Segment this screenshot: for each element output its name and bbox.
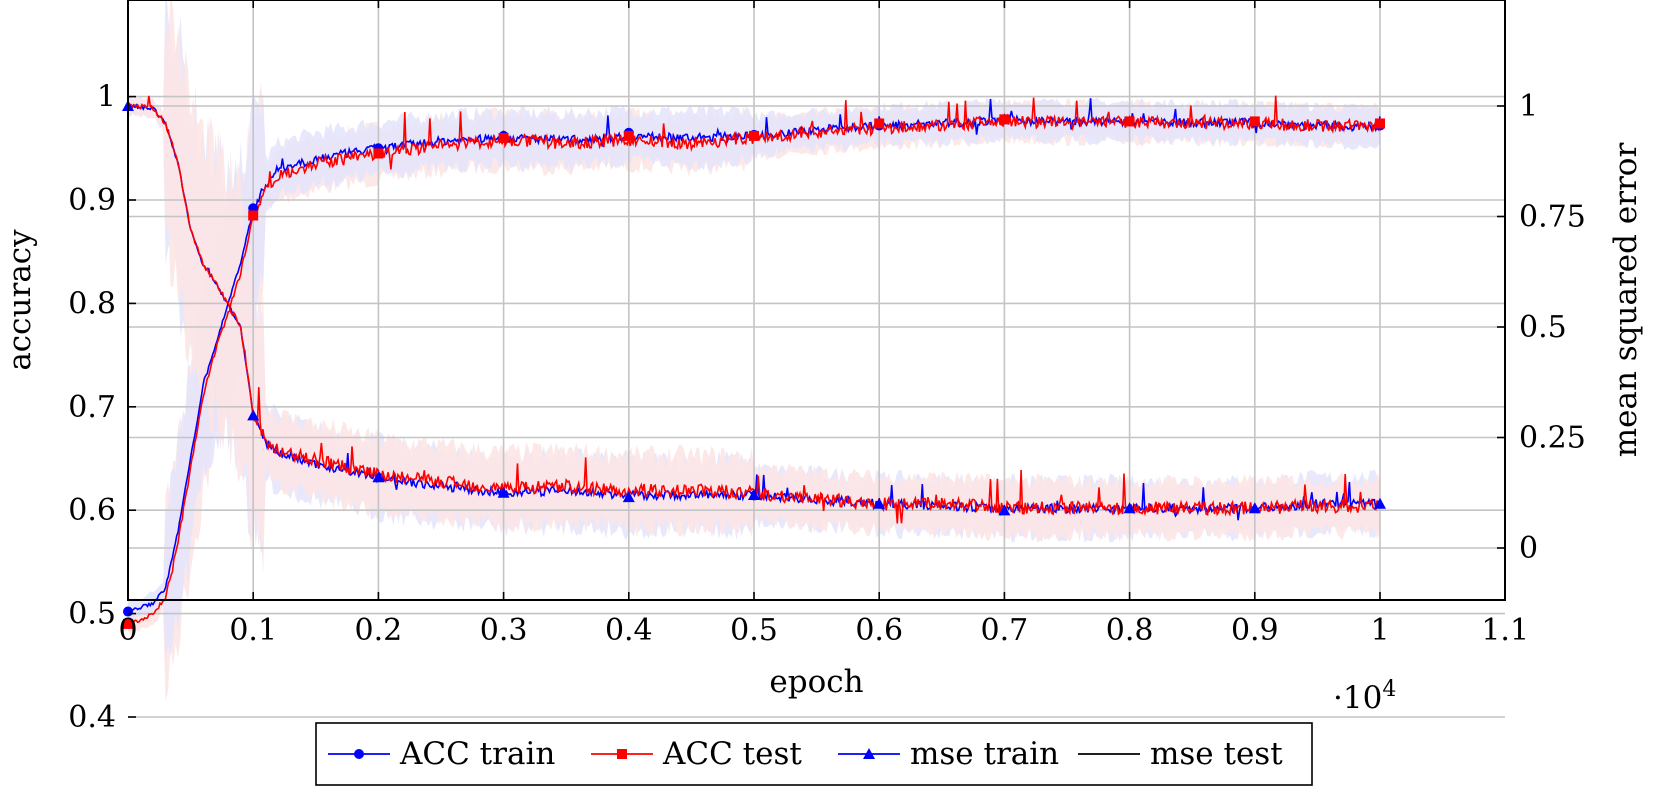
x-tick-label: 0.3 (480, 613, 528, 648)
legend-box (315, 722, 1313, 786)
y-right-tick-label: 1 (1519, 89, 1538, 124)
y-left-tick-label: 0.4 (68, 700, 116, 735)
y-axis-left-title: accuracy (2, 229, 38, 371)
x-axis-multiplier-exponent: 4 (1382, 677, 1396, 702)
acc-test-marker (623, 130, 634, 141)
acc-test-marker (999, 114, 1010, 125)
acc-test-marker (874, 118, 885, 129)
y-left-tick-label: 1 (97, 80, 116, 115)
mse-train-marker (1248, 502, 1261, 514)
mse-train-marker (748, 488, 760, 500)
legend-label: ACC test (662, 736, 802, 772)
legend-marker (863, 748, 875, 759)
x-tick-label: 0 (118, 613, 137, 648)
x-tick-label: 0.4 (605, 613, 653, 648)
y-right-tick-label: 0 (1519, 531, 1538, 566)
mse-train-marker (1374, 497, 1386, 509)
x-tick-label: 0.1 (229, 613, 277, 648)
mse-train-marker (1123, 502, 1136, 514)
y-right-tick-label: 0.5 (1519, 310, 1567, 345)
acc-test-marker (1375, 118, 1385, 129)
legend-label: ACC train (399, 736, 555, 772)
x-tick-label: 1 (1370, 613, 1389, 648)
mse-train-marker (247, 409, 260, 421)
x-axis-multiplier-base: ·10 (1333, 680, 1382, 716)
mse-train-marker (497, 486, 510, 498)
acc-test-marker (1124, 116, 1135, 127)
y-left-tick-label: 0.5 (68, 597, 116, 632)
mse-train-marker (873, 497, 886, 509)
legend-label: mse train (910, 736, 1059, 772)
x-tick-label: 0.2 (355, 613, 403, 648)
mse-train-marker (372, 471, 385, 483)
x-axis-multiplier: ·104 (1333, 677, 1396, 716)
plot-frame (127, 0, 1506, 601)
y-left-tick-label: 0.7 (68, 390, 116, 425)
series-layer (122, 95, 1386, 629)
y-axis-right-title: mean squared error (1608, 143, 1644, 458)
x-tick-label: 0.9 (1231, 613, 1279, 648)
legend-label: mse test (1150, 736, 1283, 772)
x-tick-label: 1.1 (1481, 613, 1529, 648)
mse-train-marker (998, 504, 1011, 516)
legend-marker (617, 749, 627, 759)
acc-test-marker (248, 210, 259, 221)
legend-marker (354, 749, 364, 759)
x-tick-label: 0.6 (855, 613, 903, 648)
acc-test-marker (498, 132, 509, 143)
y-left-tick-label: 0.9 (68, 183, 116, 218)
y-right-tick-label: 0.25 (1519, 421, 1586, 456)
acc-test-marker (1249, 116, 1260, 127)
y-left-tick-label: 0.8 (68, 286, 116, 321)
y-left-tick-label: 0.6 (68, 493, 116, 528)
axis-ticks: 0 0.1 0.2 0.3 0.4 0.5 0.6 0.7 0.8 0.9 1 1.1 0.4 0.5 0.… (68, 0, 1586, 735)
acc-test-marker (123, 618, 133, 629)
x-axis-title: epoch (769, 664, 863, 700)
x-tick-label: 0.7 (981, 613, 1029, 648)
x-tick-label: 0.8 (1106, 613, 1154, 648)
acc-test-marker (749, 130, 759, 141)
acc-test-marker (373, 148, 384, 159)
mse-train-marker (622, 491, 635, 503)
y-right-tick-label: 0.75 (1519, 200, 1586, 235)
legend: ACC train ACC test mse train mse test (315, 722, 1313, 786)
x-tick-label: 0.5 (730, 613, 778, 648)
